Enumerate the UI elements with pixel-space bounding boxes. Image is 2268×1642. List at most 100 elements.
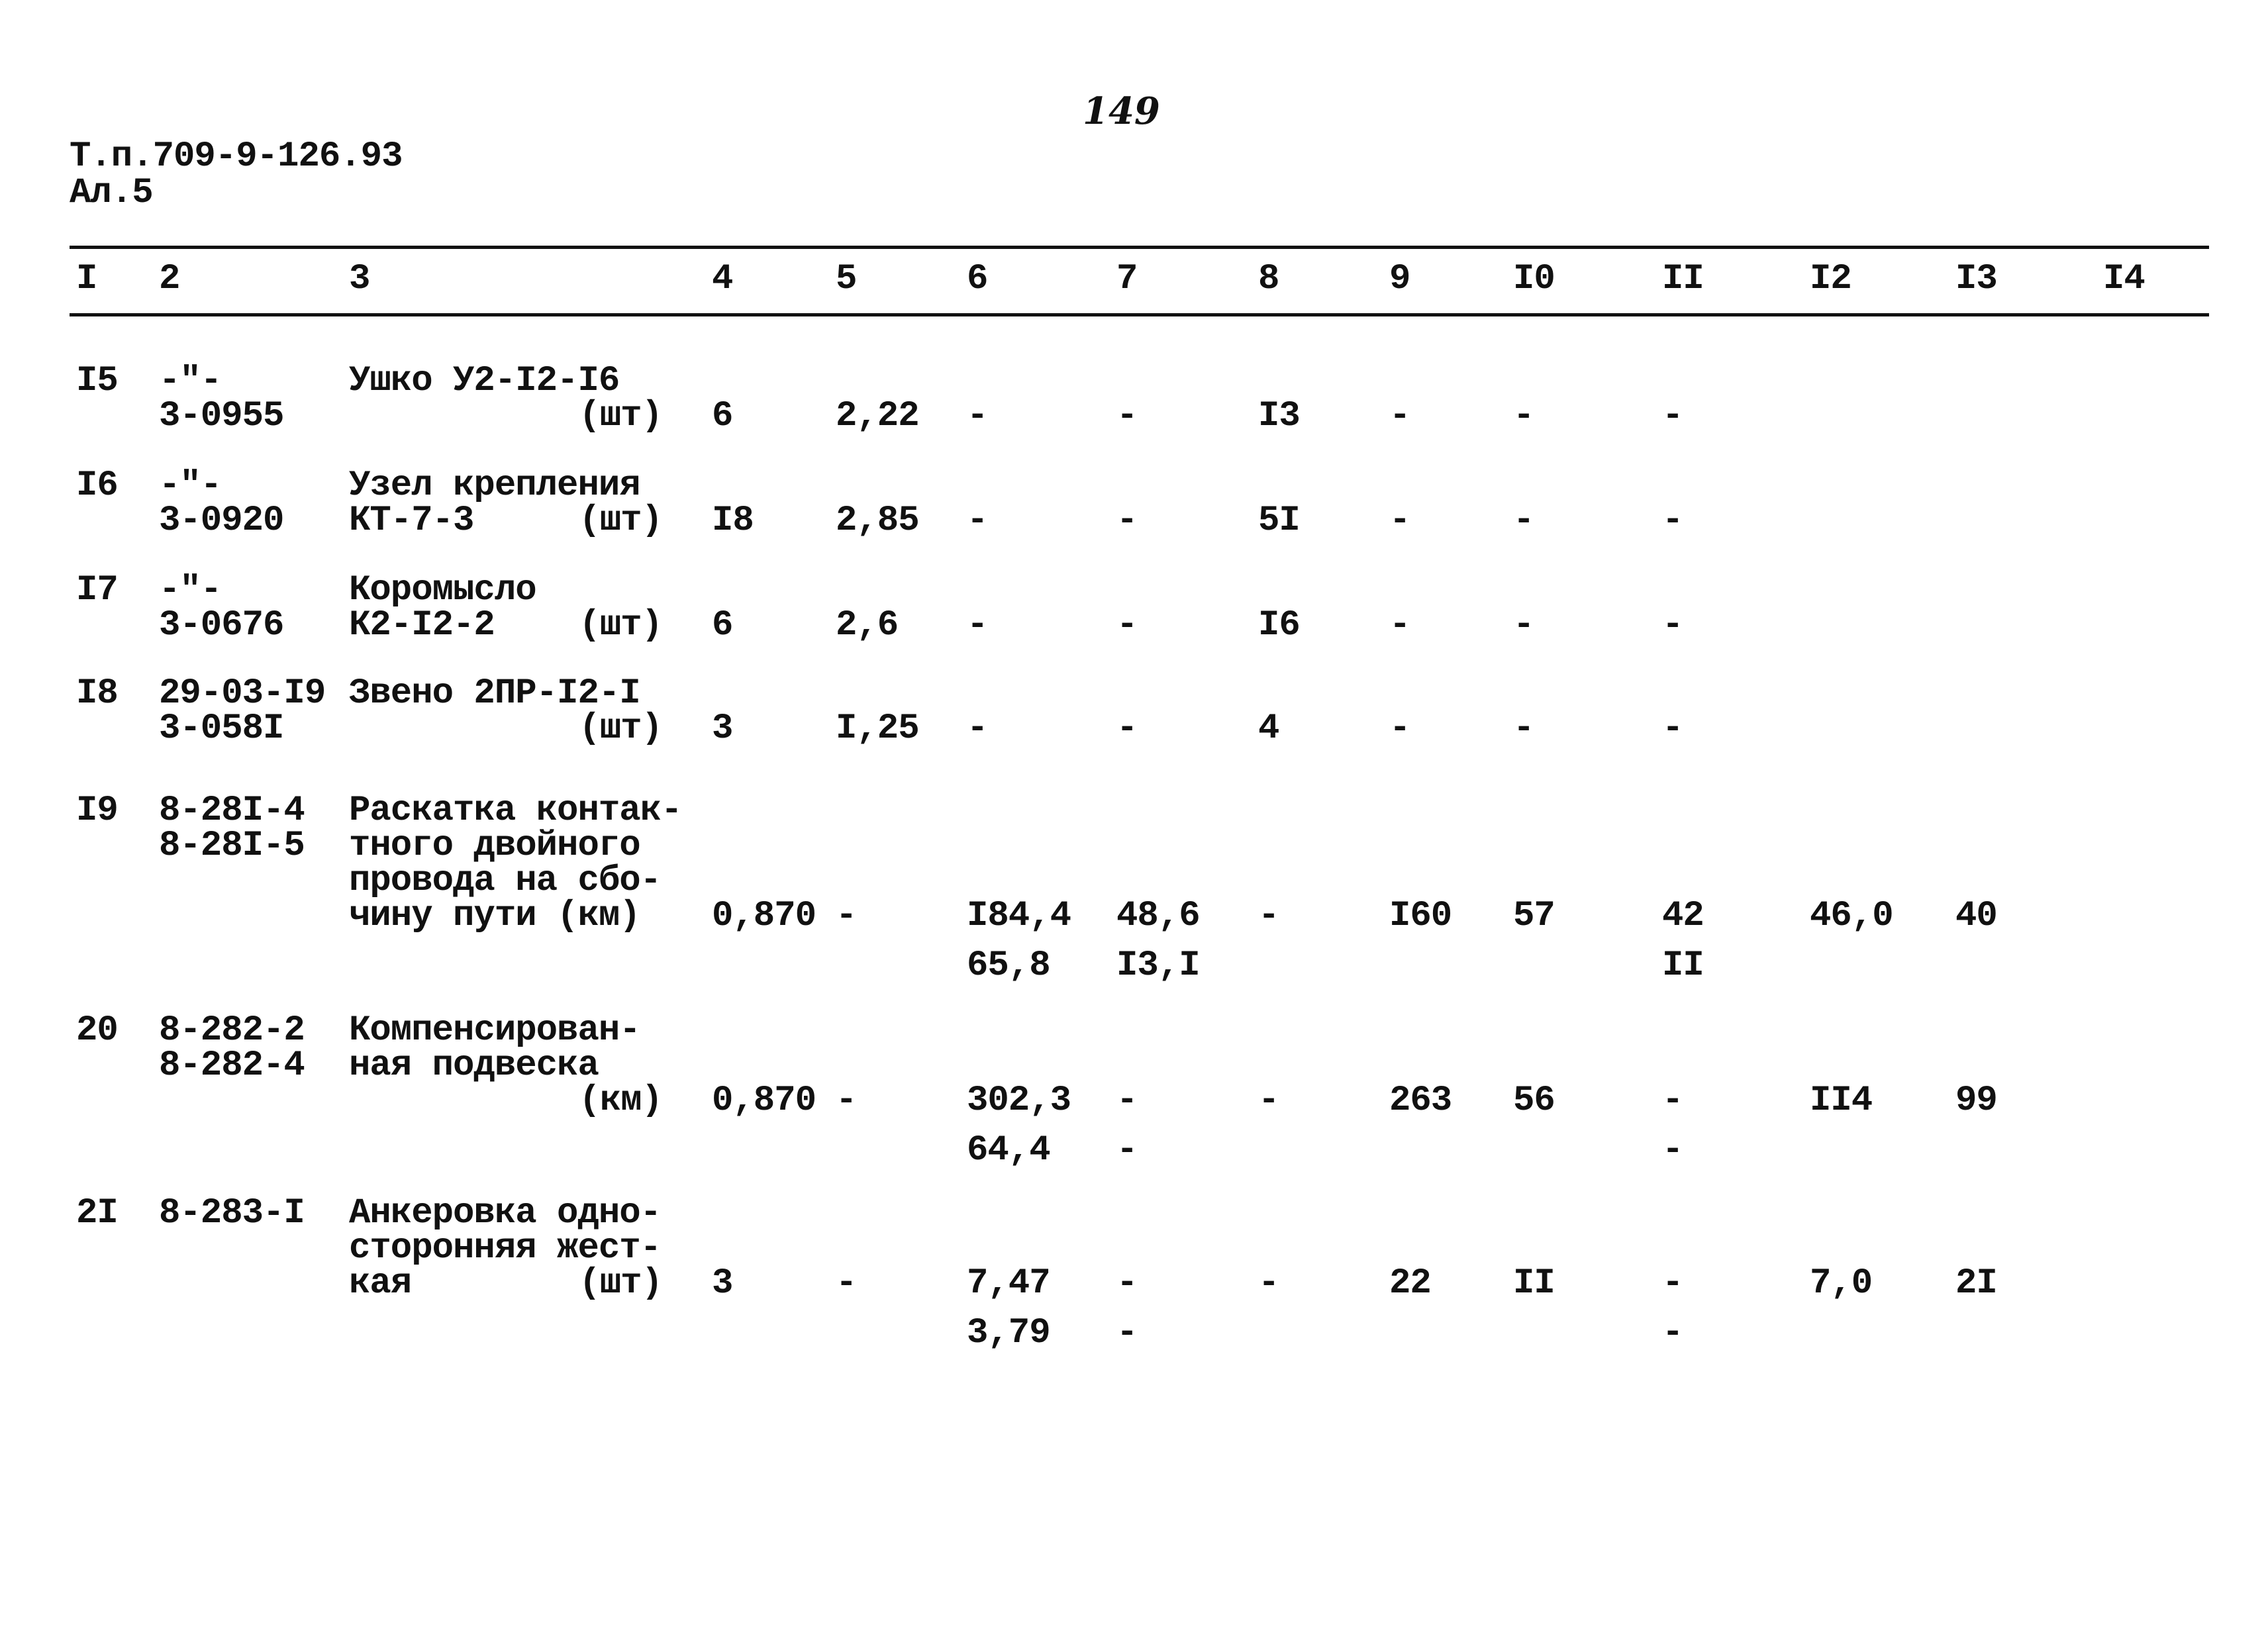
table-cell-col-10: - [1513,501,1534,541]
column-header-12: I2 [1810,259,1852,299]
table-cell-col-6: 7,47 [967,1263,1051,1304]
table-cell-col-11: - [1662,1263,1683,1304]
table-cell-col-6: - [967,396,988,436]
table-cell-col-9: - [1389,396,1410,436]
table-cell-col-3: чину пути (км) [349,896,641,936]
table-cell-col-1: I8 [76,673,119,714]
table-cell-col-2: 8-282-4 [159,1045,305,1086]
table-cell-col-11: 42 [1662,896,1704,936]
table-cell-col-12: 7,0 [1810,1263,1873,1304]
table-cell-col-7: - [1116,1263,1138,1304]
table-cell-col-8: I3 [1258,396,1301,436]
column-header-4: 4 [712,259,733,299]
table-cell-col-4: 0,870 [712,896,816,936]
table-cell-col-11: - [1662,708,1683,749]
page-number: 149 [1083,89,1160,133]
table-cell-col-9: I60 [1389,896,1452,936]
table-cell-col-10: 57 [1513,896,1555,936]
table-cell-unit: (шт) [579,1263,663,1304]
table-cell-col-3: кая [349,1263,412,1304]
table-cell-col-3: провода на сбо- [349,861,662,901]
table-cell-col-3: Раскатка контак- [349,791,682,831]
table-cell-unit: (шт) [579,501,663,541]
table-cell-col-5: 2,85 [836,501,920,541]
table-cell-col-9: 263 [1389,1081,1452,1121]
table-cell-col-2: 3-0676 [159,605,284,646]
table-cell-col-5: - [836,1263,857,1304]
table-cell-unit: (км) [579,1081,663,1121]
column-header-5: 5 [836,259,857,299]
column-header-8: 8 [1258,259,1279,299]
table-header-rule [70,313,2209,316]
table-cell-col-5: - [836,896,857,936]
table-cell-col-10: - [1513,396,1534,436]
table-cell-col-7: - [1116,1081,1138,1121]
table-cell-col-2: -"- [159,361,222,401]
table-cell-col-7: - [1116,605,1138,646]
table-cell-col-3: Коромысло [349,570,537,610]
table-cell-unit: (шт) [579,396,663,436]
table-cell-unit: (шт) [579,708,663,749]
table-cell-col-11: - [1662,605,1683,646]
table-cell-col-13: 40 [1955,896,1998,936]
table-cell-col-2: 8-282-2 [159,1010,305,1051]
table-cell-col-4: 0,870 [712,1081,816,1121]
table-cell-col-7: - [1116,708,1138,749]
document-code: Т.п.709-9-126.93 [70,136,403,177]
table-cell-col-6: 65,8 [967,945,1051,986]
table-cell-col-2: 8-283-I [159,1193,305,1233]
table-cell-col-3: Компенсирован- [349,1010,641,1051]
table-cell-col-11: II [1662,945,1704,986]
column-header-10: I0 [1513,259,1555,299]
table-cell-col-6: 64,4 [967,1130,1051,1171]
table-cell-col-7: - [1116,501,1138,541]
table-cell-col-8: 4 [1258,708,1279,749]
table-cell-col-7: 48,6 [1116,896,1201,936]
table-cell-col-10: - [1513,605,1534,646]
table-cell-col-7: - [1116,396,1138,436]
table-cell-col-9: - [1389,708,1410,749]
table-cell-col-4: I8 [712,501,754,541]
table-cell-col-10: 56 [1513,1081,1555,1121]
table-cell-col-4: 6 [712,605,733,646]
table-cell-col-6: 3,79 [967,1313,1051,1353]
table-cell-col-7: - [1116,1313,1138,1353]
table-cell-col-11: - [1662,1130,1683,1171]
table-cell-col-6: I84,4 [967,896,1071,936]
table-cell-col-13: 99 [1955,1081,1998,1121]
table-cell-col-12: II4 [1810,1081,1873,1121]
table-cell-col-3: Узел крепления [349,465,641,506]
table-cell-col-2: -"- [159,465,222,506]
table-cell-col-1: I5 [76,361,119,401]
table-cell-col-2: 3-0920 [159,501,284,541]
column-header-11: II [1662,259,1704,299]
table-cell-col-11: - [1662,1313,1683,1353]
table-cell-col-1: I6 [76,465,119,506]
table-cell-col-3: тного двойного [349,826,641,866]
table-cell-col-3: КТ-7-3 [349,501,474,541]
column-header-9: 9 [1389,259,1410,299]
column-header-6: 6 [967,259,988,299]
table-cell-col-9: - [1389,605,1410,646]
table-cell-col-12: 46,0 [1810,896,1894,936]
table-cell-col-8: - [1258,1081,1279,1121]
table-cell-col-1: 20 [76,1010,119,1051]
table-cell-col-10: II [1513,1263,1555,1304]
table-cell-col-5: - [836,1081,857,1121]
table-cell-col-11: - [1662,396,1683,436]
table-cell-col-11: - [1662,1081,1683,1121]
table-cell-col-2: 8-28I-5 [159,826,305,866]
table-cell-col-13: 2I [1955,1263,1998,1304]
table-cell-col-7: I3,I [1116,945,1201,986]
table-cell-col-3: Звено 2ПР-I2-I [349,673,641,714]
table-cell-col-1: I9 [76,791,119,831]
table-cell-col-4: 6 [712,396,733,436]
column-header-3: 3 [349,259,370,299]
table-cell-col-9: 22 [1389,1263,1432,1304]
table-cell-col-8: 5I [1258,501,1301,541]
table-cell-col-5: I,25 [836,708,920,749]
table-cell-col-10: - [1513,708,1534,749]
table-cell-col-1: I7 [76,570,119,610]
table-cell-col-8: - [1258,896,1279,936]
table-cell-col-4: 3 [712,1263,733,1304]
